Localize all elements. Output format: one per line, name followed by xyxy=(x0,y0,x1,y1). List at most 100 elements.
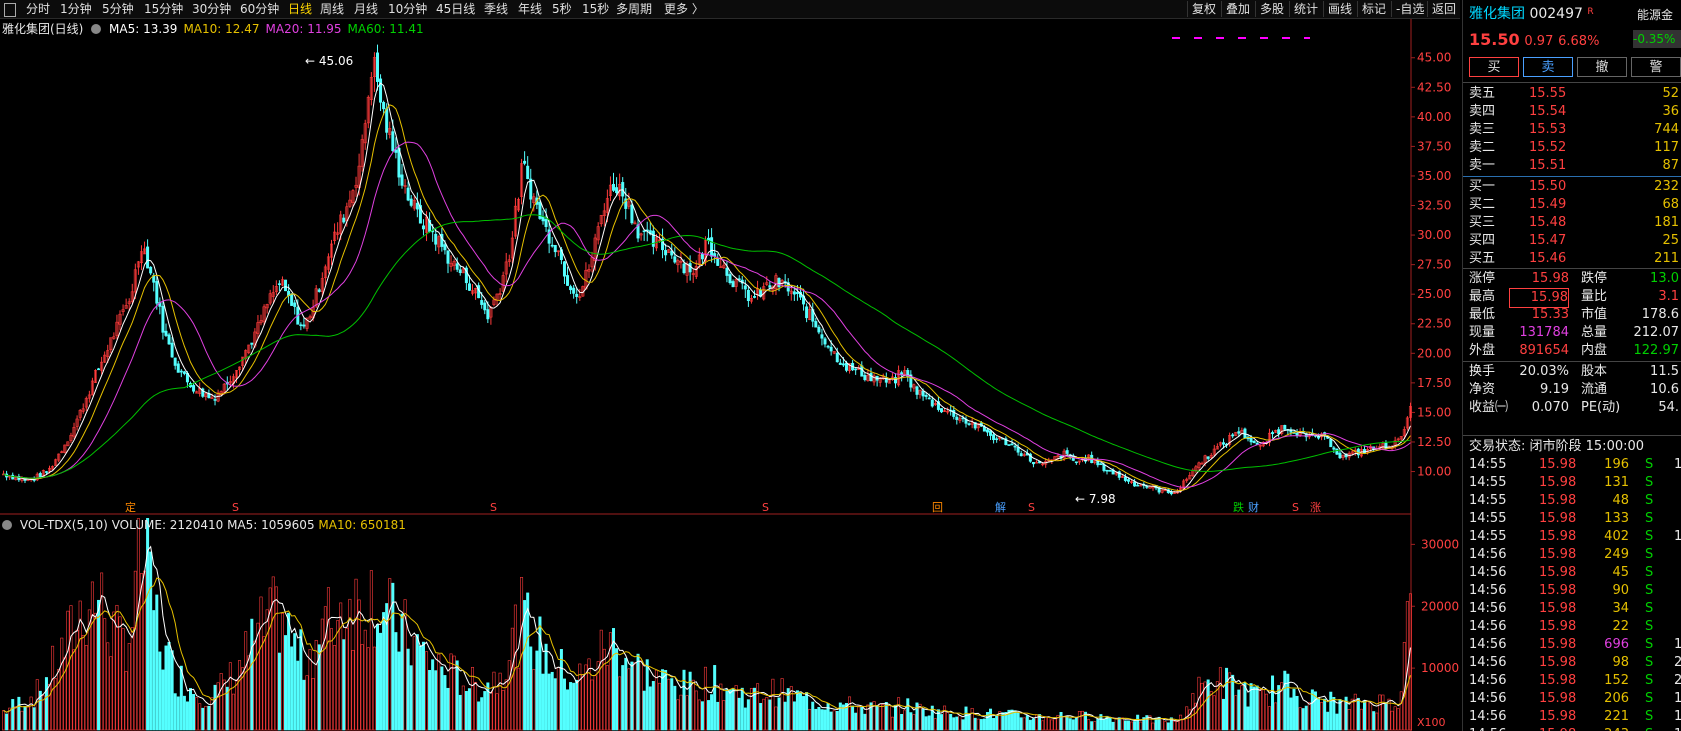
event-marker: 财 xyxy=(1248,500,1259,514)
vol-settings-circle-icon[interactable] xyxy=(2,520,12,530)
cancel-button[interactable]: 撤 xyxy=(1577,57,1627,77)
candle-body xyxy=(250,342,254,345)
volume-bar xyxy=(234,679,238,731)
period-tab[interactable]: 多周期 xyxy=(616,2,653,16)
candle-body xyxy=(118,313,122,325)
candle-body xyxy=(1341,454,1345,458)
current-price: 15.50 xyxy=(1469,30,1520,49)
volume-bar xyxy=(1194,702,1198,731)
volume-bar xyxy=(84,645,88,731)
candle-body xyxy=(703,240,707,261)
tick-time: 14:56 xyxy=(1469,726,1506,731)
candle-body xyxy=(863,375,867,381)
candle-body xyxy=(532,196,536,204)
candle-body xyxy=(1126,479,1130,482)
volume-bar xyxy=(1274,702,1278,731)
period-tab[interactable]: 更多 〉 xyxy=(664,2,704,16)
volume-bar xyxy=(1289,697,1293,731)
period-tab[interactable]: 月线 xyxy=(354,2,379,16)
toolbar-button[interactable]: 标记 xyxy=(1357,1,1386,17)
period-tab[interactable]: 分时 xyxy=(26,2,51,16)
volume-bar xyxy=(664,670,668,731)
volume-bar xyxy=(118,616,122,731)
candle-body xyxy=(1402,429,1406,437)
period-tab[interactable]: 周线 xyxy=(320,2,345,16)
period-tab[interactable]: 15分钟 xyxy=(144,2,184,16)
stat-value: 13.0 xyxy=(1650,271,1679,286)
candle-body xyxy=(60,451,64,454)
volume-bar xyxy=(1041,720,1045,731)
period-tab[interactable]: 60分钟 xyxy=(240,2,280,16)
kline-svg[interactable]: 45.00 42.50 40.00 37.50 35.00 32.50 30.00 27.50… xyxy=(0,19,1461,731)
stat-label: 最低 xyxy=(1469,307,1496,322)
volume-bar xyxy=(1169,717,1173,731)
period-tab[interactable]: 5分钟 xyxy=(102,2,134,16)
volume-bar xyxy=(372,646,376,731)
tick-count: 1 xyxy=(1674,528,1681,546)
candle-body xyxy=(624,198,628,209)
period-tab[interactable]: 5秒 xyxy=(552,2,572,16)
candle-body xyxy=(290,293,294,306)
volume-bar xyxy=(428,670,432,731)
toolbar-button[interactable]: 叠加 xyxy=(1221,1,1250,17)
volume-bar xyxy=(654,669,658,731)
candle-body xyxy=(109,337,113,350)
kline-chart-area[interactable]: 雅化集团(日线) MA5: 13.39 MA10: 12.47 MA20: 11.9… xyxy=(0,19,1461,731)
buy-button[interactable]: 买 xyxy=(1469,57,1519,77)
divider xyxy=(1463,82,1681,83)
candle-body xyxy=(339,214,343,234)
stat-value: 11.5 xyxy=(1650,364,1679,379)
period-tab[interactable]: 1分钟 xyxy=(60,2,92,16)
settings-circle-icon[interactable] xyxy=(91,24,102,34)
period-tab[interactable]: 日线 xyxy=(288,2,313,16)
orderbook-divider xyxy=(1463,176,1681,177)
vol-indicator-name: VOL-TDX(5,10) xyxy=(19,518,108,532)
toolbar-button[interactable]: 统计 xyxy=(1289,1,1318,17)
volume-bar xyxy=(768,699,772,731)
volume-bar xyxy=(185,701,189,731)
candle-body xyxy=(1396,438,1400,441)
candle-body xyxy=(69,434,73,441)
period-tab[interactable]: 30分钟 xyxy=(192,2,232,16)
volume-bar xyxy=(366,647,370,731)
candle-body xyxy=(722,264,726,269)
period-tab[interactable]: 季线 xyxy=(484,2,509,16)
toolbar-button[interactable]: 多股 xyxy=(1255,1,1284,17)
stat-label: 换手 xyxy=(1469,364,1496,379)
candle-body xyxy=(1280,425,1284,435)
volume-bar xyxy=(1099,714,1103,731)
toolbar-button[interactable]: -自选 xyxy=(1391,1,1424,17)
volume-bar xyxy=(167,641,171,731)
price-change: 0.97 xyxy=(1524,34,1554,49)
panel-toggle-icon[interactable] xyxy=(4,3,16,17)
sell-button[interactable]: 卖 xyxy=(1523,57,1573,77)
candle-body xyxy=(330,243,334,258)
volume-bar xyxy=(989,708,993,731)
tick-price: 15.98 xyxy=(1539,691,1577,706)
volume-bar xyxy=(1320,702,1324,731)
period-tab[interactable]: 15秒 xyxy=(582,2,610,16)
volume-bar xyxy=(1347,708,1351,731)
volume-bar xyxy=(1126,720,1130,731)
period-tab[interactable]: 45日线 xyxy=(436,2,476,16)
toolbar-button[interactable]: 画线 xyxy=(1323,1,1352,17)
sector-name[interactable]: 能源金 xyxy=(1637,8,1674,22)
tick-volume: 196 xyxy=(1604,457,1629,472)
ma-legend: 雅化集团(日线) MA5: 13.39 MA10: 12.47 MA20: 11.9… xyxy=(2,20,430,37)
volume-bar xyxy=(78,600,82,731)
period-tab[interactable]: 年线 xyxy=(518,2,543,16)
candle-body xyxy=(1028,453,1032,462)
candle-body xyxy=(308,316,312,319)
alert-button[interactable]: 警 xyxy=(1631,57,1681,77)
toolbar-button[interactable]: 返回 xyxy=(1427,1,1456,17)
candle-body xyxy=(136,261,140,268)
tick-price: 15.98 xyxy=(1539,475,1577,490)
tick-price: 15.98 xyxy=(1539,637,1577,652)
volume-bar xyxy=(615,648,619,731)
volume-bar xyxy=(1298,707,1302,731)
bid-price: 15.49 xyxy=(1529,197,1567,212)
toolbar-button[interactable]: 复权 xyxy=(1187,1,1216,17)
volume-bar xyxy=(1332,697,1336,731)
volume-bar xyxy=(1142,717,1146,731)
period-tab[interactable]: 10分钟 xyxy=(388,2,428,16)
